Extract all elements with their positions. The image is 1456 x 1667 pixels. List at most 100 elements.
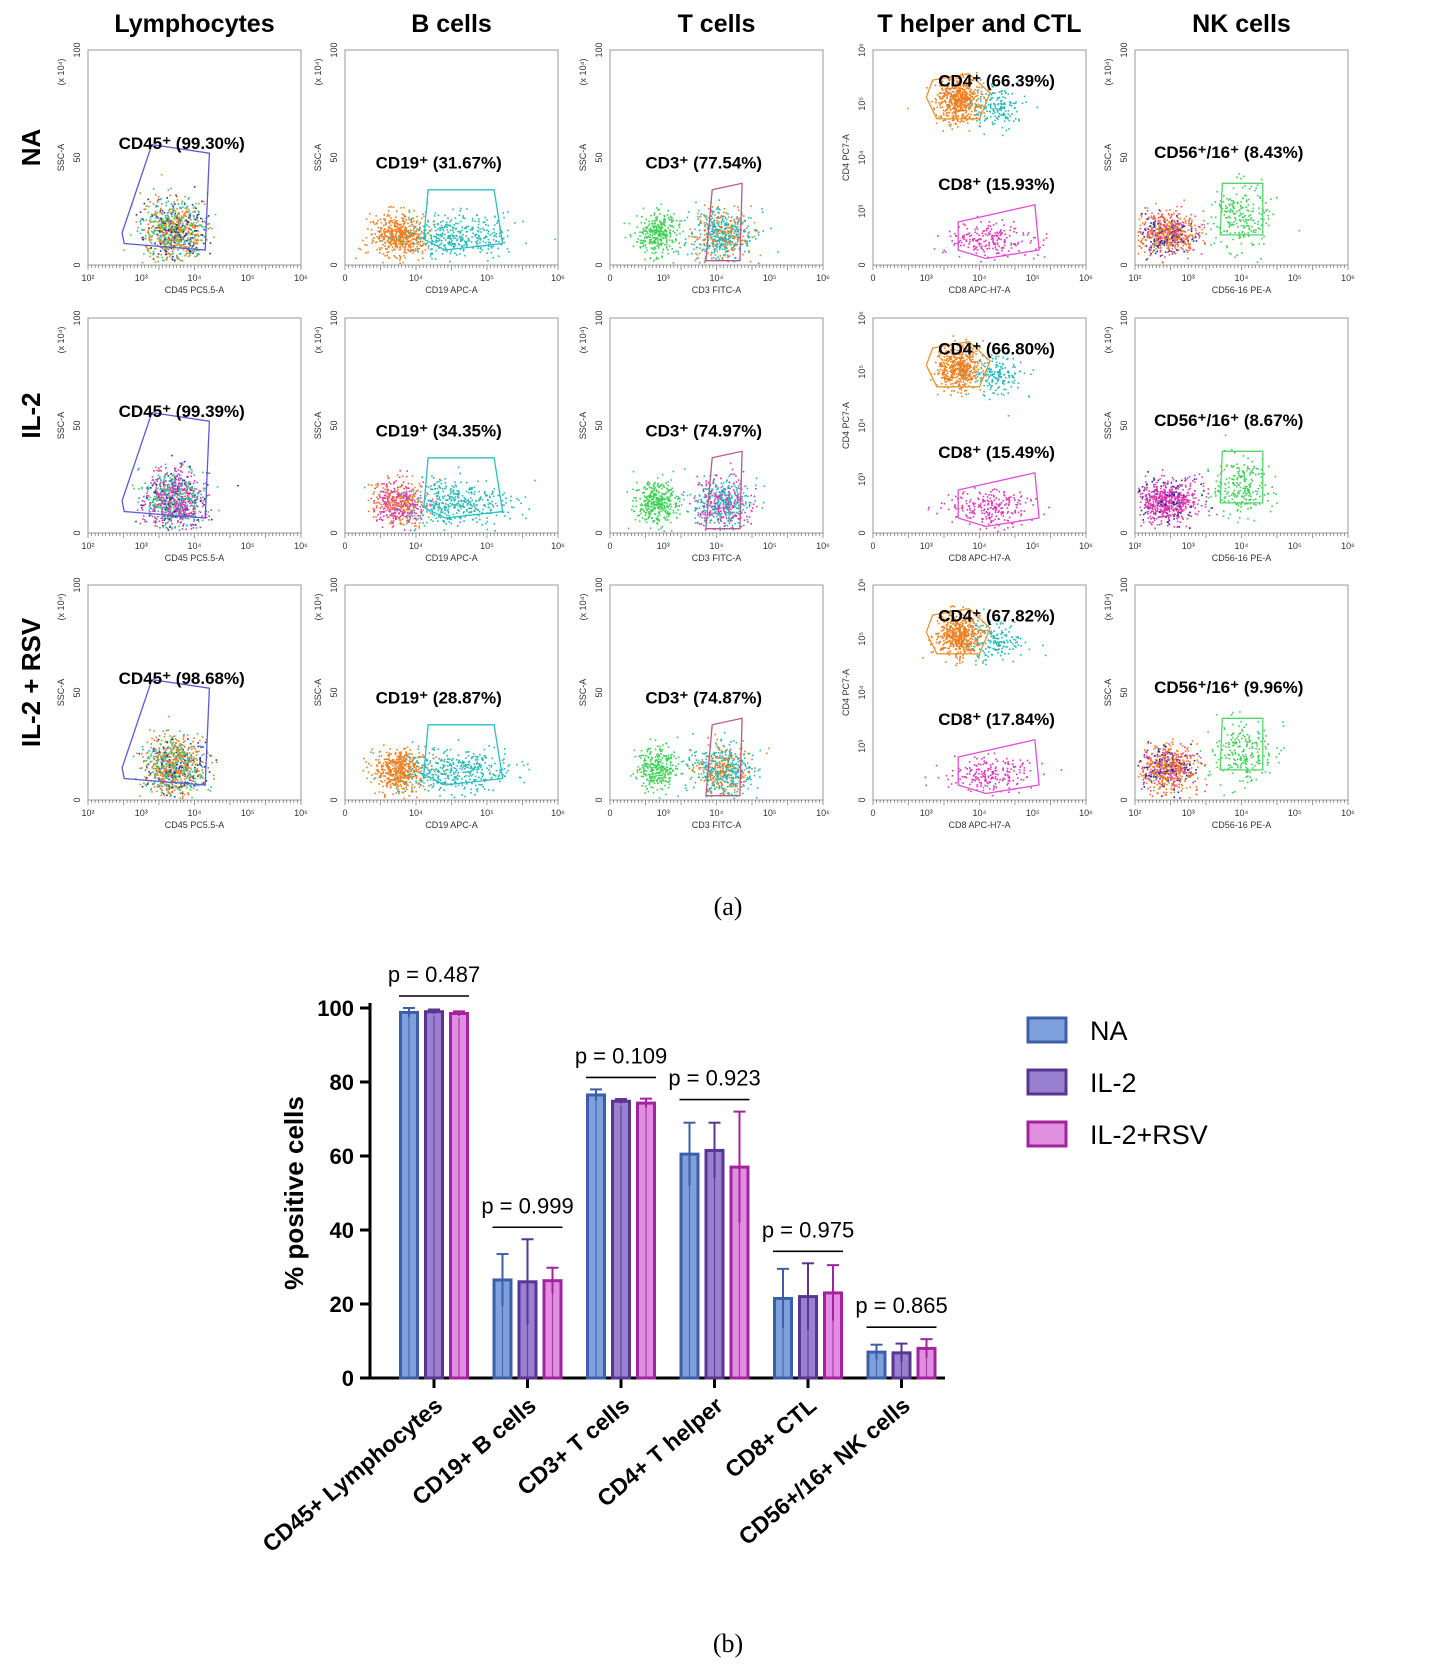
event-dot: [174, 227, 177, 230]
event-dot: [163, 226, 166, 229]
event-dot: [388, 206, 391, 208]
event-dot: [926, 87, 928, 89]
event-dot: [659, 239, 661, 241]
event-dot: [964, 94, 967, 97]
event-dot: [422, 244, 424, 246]
event-dot: [169, 231, 172, 233]
event-dot: [1177, 230, 1179, 233]
event-dot: [405, 228, 407, 231]
event-dot: [738, 237, 741, 239]
event-dot: [402, 217, 405, 220]
y-tick-label: 10⁴: [857, 150, 867, 164]
event-dot: [1013, 221, 1015, 223]
event-dot: [659, 234, 661, 237]
event-dot: [977, 98, 979, 100]
event-dot: [970, 92, 972, 94]
event-dot: [728, 240, 730, 243]
event-dot: [435, 239, 437, 242]
event-dot: [1012, 102, 1015, 105]
event-dot: [654, 242, 656, 244]
event-dot: [723, 246, 726, 248]
event-dot: [1001, 106, 1003, 109]
event-dot: [439, 221, 442, 223]
event-dot: [476, 236, 478, 239]
event-dot: [986, 248, 988, 250]
event-dot: [1246, 224, 1248, 227]
event-dot: [705, 222, 708, 224]
event-dot: [399, 224, 401, 226]
event-dot: [506, 235, 509, 238]
event-dot: [427, 245, 430, 247]
event-dot: [1003, 229, 1006, 232]
event-dot: [958, 255, 961, 258]
event-dot: [1158, 209, 1161, 211]
event-dot: [147, 223, 149, 226]
event-dot: [164, 242, 167, 245]
event-dot: [973, 248, 975, 251]
event-dot: [989, 115, 992, 118]
event-dot: [968, 108, 971, 111]
event-dot: [744, 230, 747, 233]
event-dot: [367, 228, 369, 230]
event-dot: [161, 209, 164, 212]
event-dot: [175, 194, 177, 197]
event-dot: [1153, 246, 1155, 248]
event-dot: [979, 98, 982, 100]
event-dot: [417, 259, 420, 261]
event-dot: [730, 216, 733, 218]
event-dot: [1195, 240, 1198, 242]
event-dot: [955, 103, 957, 105]
event-dot: [155, 227, 158, 229]
event-dot: [988, 110, 991, 113]
event-dot: [956, 104, 958, 106]
x-tick-label: 10⁶: [294, 273, 308, 283]
event-dot: [413, 227, 415, 229]
event-dot: [405, 240, 408, 243]
event-dot: [176, 218, 178, 221]
x-tick-label: 10⁵: [1288, 273, 1302, 283]
event-dot: [648, 242, 651, 245]
event-dot: [502, 212, 505, 214]
event-dot: [1162, 240, 1164, 243]
event-dot: [156, 212, 159, 214]
event-dot: [144, 503, 147, 505]
event-dot: [1260, 218, 1262, 220]
event-dot: [754, 229, 757, 231]
event-dot: [713, 229, 716, 231]
event-dot: [1021, 102, 1024, 105]
event-dot: [733, 225, 736, 228]
event-dot: [1011, 92, 1013, 95]
event-dot: [437, 240, 440, 243]
event-dot: [721, 239, 723, 242]
event-dot: [184, 195, 186, 198]
event-dot: [389, 220, 391, 223]
event-dot: [191, 223, 194, 225]
event-dot: [410, 220, 413, 222]
event-dot: [194, 211, 197, 213]
event-dot: [416, 249, 418, 252]
event-dot: [1141, 238, 1144, 240]
event-dot: [167, 221, 170, 224]
event-dot: [956, 81, 958, 83]
event-dot: [969, 91, 971, 93]
event-dot: [735, 226, 737, 229]
event-dot: [209, 252, 211, 255]
event-dot: [992, 247, 994, 250]
event-dot: [421, 245, 424, 247]
event-dot: [1165, 209, 1168, 212]
event-dot: [950, 99, 952, 101]
event-dot: [194, 250, 196, 252]
event-dot: [426, 224, 428, 226]
event-dot: [141, 261, 144, 264]
event-dot: [173, 217, 175, 219]
event-dot: [691, 252, 693, 255]
x-axis-label: CD8 APC-H7-A: [948, 285, 1010, 295]
event-dot: [653, 237, 656, 239]
event-dot: [390, 230, 393, 232]
event-dot: [1142, 231, 1145, 234]
event-dot: [1232, 200, 1234, 202]
event-dot: [188, 242, 190, 245]
event-dot: [985, 239, 987, 242]
event-dot: [1226, 246, 1229, 249]
event-dot: [171, 219, 173, 222]
